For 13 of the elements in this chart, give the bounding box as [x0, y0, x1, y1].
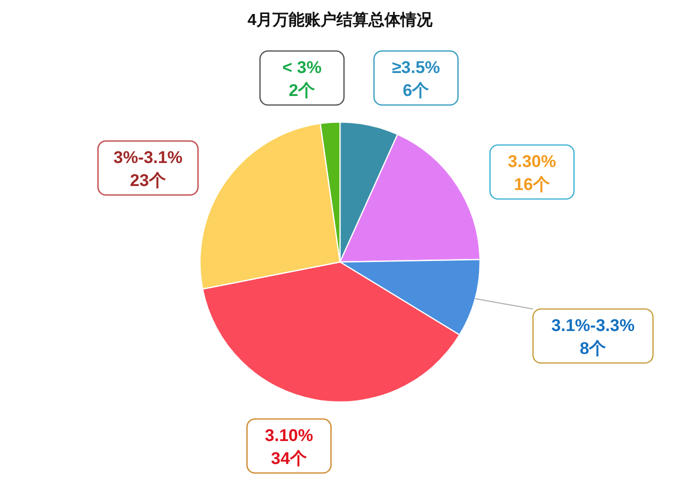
slice-label: ≥3.5%: [392, 58, 440, 77]
slice-label: 3.1%-3.3%: [551, 316, 635, 335]
slice-label: 3.30%: [508, 152, 556, 171]
data-label: 8个: [580, 339, 608, 358]
slice-label: 3.10%: [264, 426, 314, 445]
data-label: 6个: [402, 81, 430, 100]
data-label: 16个: [514, 175, 551, 194]
data-label: 34个: [271, 449, 308, 468]
chart-title: 4月万能账户结算总体情况: [248, 11, 434, 29]
slice-label: < 3%: [282, 58, 322, 77]
data-label: 23个: [130, 171, 167, 190]
slice-label: 3%-3.1%: [114, 148, 182, 167]
data-label: 2个: [288, 81, 316, 100]
